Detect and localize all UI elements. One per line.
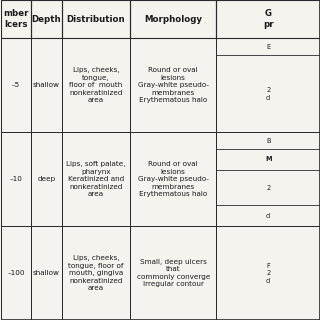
Bar bbox=[130, 0, 216, 38]
Text: Lips, cheeks,
tongue,
floor of  mouth
nonkeratinized
area: Lips, cheeks, tongue, floor of mouth non… bbox=[69, 67, 123, 103]
Text: F
2
d: F 2 d bbox=[266, 263, 270, 284]
Bar bbox=[216, 0, 320, 38]
Bar bbox=[31, 226, 61, 320]
Bar bbox=[61, 0, 130, 38]
Bar bbox=[130, 226, 216, 320]
Bar bbox=[61, 132, 130, 226]
Text: –5: –5 bbox=[12, 82, 20, 88]
Text: d: d bbox=[266, 213, 270, 219]
Bar bbox=[61, 132, 130, 226]
Bar bbox=[1, 132, 31, 226]
Text: M: M bbox=[265, 156, 271, 163]
Bar bbox=[31, 0, 61, 38]
Bar bbox=[130, 38, 216, 132]
Bar bbox=[1, 0, 31, 38]
Text: Small, deep ulcers
that
commonly converge
Irregular contour: Small, deep ulcers that commonly converg… bbox=[137, 259, 210, 287]
Bar bbox=[31, 38, 61, 132]
Bar bbox=[1, 38, 31, 132]
Bar bbox=[1, 38, 31, 132]
Bar bbox=[216, 132, 320, 226]
Bar bbox=[130, 38, 216, 132]
Bar bbox=[130, 132, 216, 226]
Bar bbox=[31, 226, 61, 320]
Text: Round or oval
lesions
Gray-white pseudo-
membranes
Erythematous halo: Round or oval lesions Gray-white pseudo-… bbox=[138, 161, 209, 197]
Bar bbox=[1, 226, 31, 320]
Text: E: E bbox=[266, 44, 270, 50]
Text: deep: deep bbox=[37, 176, 56, 182]
Text: B: B bbox=[266, 138, 270, 144]
Text: 2: 2 bbox=[266, 185, 270, 191]
Bar bbox=[1, 0, 31, 38]
Bar bbox=[216, 0, 320, 38]
Bar bbox=[31, 132, 61, 226]
Bar bbox=[216, 226, 320, 320]
Text: Morphology: Morphology bbox=[144, 15, 202, 24]
Bar bbox=[130, 226, 216, 320]
Text: Lips, cheeks,
tongue, floor of
mouth, gingiva
nonkeratinized
area: Lips, cheeks, tongue, floor of mouth, gi… bbox=[68, 255, 124, 291]
Bar bbox=[130, 0, 216, 38]
Text: shallow: shallow bbox=[33, 270, 60, 276]
Bar bbox=[1, 226, 31, 320]
Text: Round or oval
lesions
Gray-white pseudo-
membranes
Erythematous halo: Round or oval lesions Gray-white pseudo-… bbox=[138, 67, 209, 103]
Bar bbox=[216, 38, 320, 132]
Bar bbox=[31, 132, 61, 226]
Text: Distribution: Distribution bbox=[67, 15, 125, 24]
Text: Depth: Depth bbox=[32, 15, 61, 24]
Bar bbox=[130, 132, 216, 226]
Bar bbox=[61, 38, 130, 132]
Text: –10: –10 bbox=[10, 176, 23, 182]
Text: Lips, soft palate,
pharynx
Keratinized and
nonkeratinized
area: Lips, soft palate, pharynx Keratinized a… bbox=[66, 161, 126, 197]
Bar bbox=[31, 38, 61, 132]
Bar bbox=[61, 38, 130, 132]
Bar bbox=[1, 132, 31, 226]
Bar bbox=[216, 132, 320, 226]
Bar bbox=[216, 226, 320, 320]
Bar bbox=[216, 38, 320, 132]
Bar bbox=[61, 226, 130, 320]
Text: shallow: shallow bbox=[33, 82, 60, 88]
Text: mber
lcers: mber lcers bbox=[4, 9, 29, 29]
Text: –100: –100 bbox=[7, 270, 25, 276]
Bar bbox=[61, 226, 130, 320]
Bar bbox=[31, 0, 61, 38]
Text: 2
d: 2 d bbox=[266, 87, 270, 100]
Bar bbox=[61, 0, 130, 38]
Text: G
pr: G pr bbox=[263, 9, 274, 29]
